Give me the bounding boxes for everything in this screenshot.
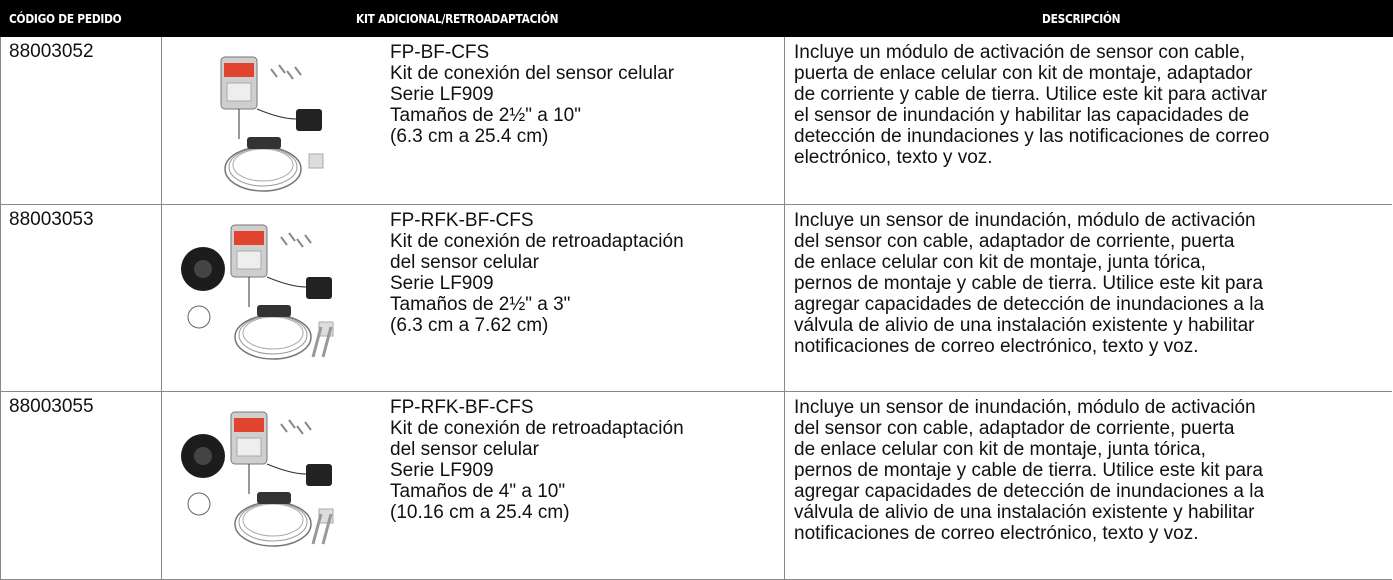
kit-line: del sensor celular [390, 252, 539, 273]
description-line: del sensor con cable, adaptador de corri… [794, 231, 1235, 252]
description-line: detección de inundaciones y las notifica… [794, 126, 1270, 147]
description-line: agregar capacidades de detección de inun… [794, 481, 1265, 502]
description-line: de corriente y cable de tierra. Utilice … [794, 84, 1268, 105]
description-text: Incluye un sensor de inundación, módulo … [794, 210, 1264, 357]
kit-line: Kit de conexión de retroadaptación [390, 418, 684, 439]
description-line: Incluye un módulo de activación de senso… [794, 42, 1245, 63]
description-line: del sensor con cable, adaptador de corri… [794, 418, 1235, 439]
table-row: 88003055 FP-RFK-BF-CFS Kit de conexión de … [0, 392, 1392, 580]
column-divider [161, 392, 162, 579]
table-row: 88003052 FP-BF-CFS Kit de conexión del sen… [0, 37, 1392, 205]
description-line: válvula de alivio de una instalación exi… [794, 315, 1255, 336]
description-line: el sensor de inundación y habilitar las … [794, 105, 1250, 126]
description-line: notificaciones de correo electrónico, te… [794, 336, 1199, 357]
product-image [181, 224, 334, 360]
kit-line: Kit de conexión de retroadaptación [390, 231, 684, 252]
kit-line: Kit de conexión del sensor celular [390, 63, 675, 84]
kit-line: (6.3 cm a 25.4 cm) [390, 126, 549, 147]
description-line: válvula de alivio de una instalación exi… [794, 502, 1255, 523]
kit-line: Serie LF909 [390, 460, 494, 481]
kit-line: FP-RFK-BF-CFS [390, 397, 534, 418]
column-divider [784, 392, 785, 579]
description-line: de enlace celular con kit de montaje, ju… [794, 439, 1206, 460]
kit-line: Tamaños de 4" a 10" [390, 481, 566, 502]
kit-line: (6.3 cm a 7.62 cm) [390, 315, 549, 336]
order-code: 88003055 [9, 396, 94, 417]
header-code: CÓDIGO DE PEDIDO [9, 11, 122, 26]
product-image [181, 411, 334, 547]
description-line: Incluye un sensor de inundación, módulo … [794, 397, 1256, 418]
description-line: pernos de montaje y cable de tierra. Uti… [794, 273, 1263, 294]
kit-line: del sensor celular [390, 439, 539, 460]
order-code: 88003052 [9, 41, 94, 62]
product-image [220, 56, 324, 192]
kit-line: FP-RFK-BF-CFS [390, 210, 534, 231]
order-code: 88003053 [9, 209, 94, 230]
kit-line: Tamaños de 2½" a 10" [390, 105, 581, 126]
kit-text: FP-BF-CFS Kit de conexión del sensor celu… [390, 42, 674, 147]
description-line: pernos de montaje y cable de tierra. Uti… [794, 460, 1263, 481]
description-line: de enlace celular con kit de montaje, ju… [794, 252, 1206, 273]
column-divider [784, 205, 785, 391]
description-line: Incluye un sensor de inundación, módulo … [794, 210, 1256, 231]
kit-line: Serie LF909 [390, 84, 494, 105]
kit-line: Serie LF909 [390, 273, 494, 294]
description-line: notificaciones de correo electrónico, te… [794, 523, 1199, 544]
description-line: puerta de enlace celular con kit de mont… [794, 63, 1253, 84]
kit-line: (10.16 cm a 25.4 cm) [390, 502, 570, 523]
column-divider [784, 37, 785, 204]
kit-line: Tamaños de 2½" a 3" [390, 294, 571, 315]
description-line: electrónico, texto y voz. [794, 147, 993, 168]
header-description: DESCRIPCIÓN [1042, 11, 1121, 26]
table-row: 88003053 FP-RFK-BF-CFS Kit de conexión de … [0, 205, 1392, 392]
column-divider [161, 205, 162, 391]
column-divider [161, 37, 162, 204]
kit-text: FP-RFK-BF-CFS Kit de conexión de retroada… [390, 210, 684, 336]
header-kit: KIT ADICIONAL/RETROADAPTACIÓN [356, 11, 559, 26]
description-text: Incluye un módulo de activación de senso… [794, 42, 1269, 168]
description-text: Incluye un sensor de inundación, módulo … [794, 397, 1264, 544]
table-header: CÓDIGO DE PEDIDO KIT ADICIONAL/RETROADAP… [0, 0, 1393, 37]
kit-line: FP-BF-CFS [390, 42, 490, 63]
kit-text: FP-RFK-BF-CFS Kit de conexión de retroada… [390, 397, 684, 523]
description-line: agregar capacidades de detección de inun… [794, 294, 1265, 315]
